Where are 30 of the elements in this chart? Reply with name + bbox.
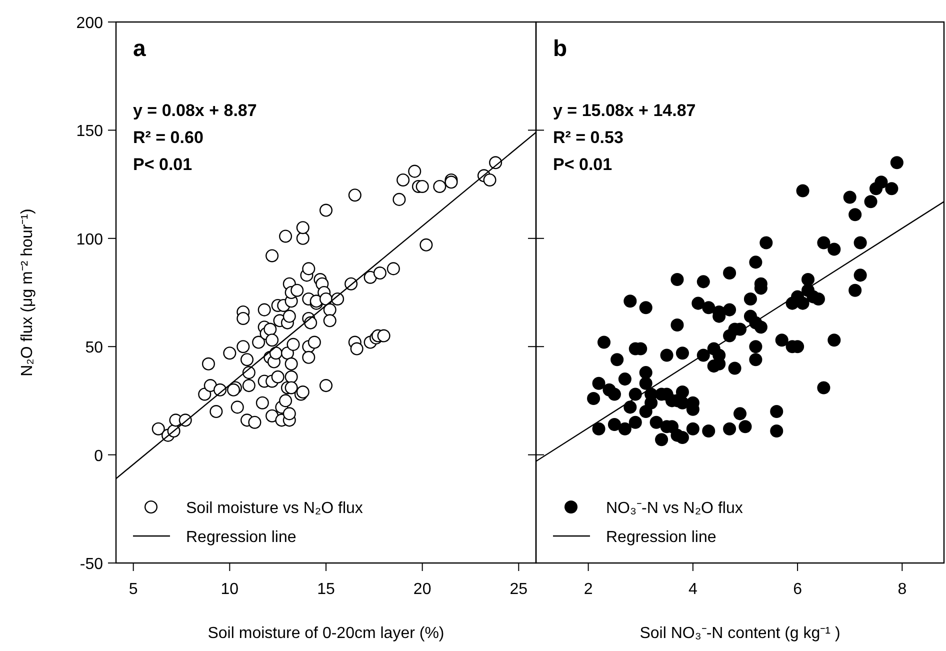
- annotation: P< 0.01: [553, 155, 612, 174]
- x-tick-label: 2: [584, 581, 593, 598]
- annotation: P< 0.01: [133, 155, 192, 174]
- annotation: y = 0.08x + 8.87: [133, 101, 257, 120]
- y-axis-title: N₂O flux (μg m⁻² hour⁻¹): [19, 208, 36, 376]
- legend-label: NO₃⁻-N vs N₂O flux: [606, 500, 743, 517]
- y-tick-label: 200: [76, 15, 104, 32]
- y-tick-label: 50: [85, 340, 104, 357]
- y-tick-label: -50: [80, 556, 104, 573]
- annotation: R² = 0.60: [133, 128, 204, 147]
- x-tick-label: 25: [510, 581, 528, 598]
- x-tick-label: 4: [688, 581, 698, 598]
- y-tick-label: 150: [76, 123, 104, 140]
- legend-label: Soil moisture vs N₂O flux: [186, 500, 363, 517]
- x-tick-label: 20: [413, 581, 432, 598]
- x-tick-label: 5: [128, 581, 138, 598]
- y-tick-label: 100: [76, 231, 104, 248]
- annotation: y = 15.08x + 14.87: [553, 101, 696, 120]
- legend-label: Regression line: [186, 529, 296, 546]
- x-tick-label: 8: [898, 581, 907, 598]
- x-axis-title: Soil NO₃⁻-N content (g kg⁻¹ ): [640, 625, 840, 642]
- legend-label: Regression line: [606, 529, 716, 546]
- x-tick-label: 6: [793, 581, 802, 598]
- x-tick-label: 15: [317, 581, 335, 598]
- annotation: R² = 0.53: [553, 128, 624, 147]
- x-tick-label: 10: [220, 581, 239, 598]
- x-axis-title: Soil moisture of 0-20cm layer (%): [208, 625, 444, 642]
- y-tick-label: 0: [94, 448, 104, 465]
- text: a: [133, 35, 146, 61]
- text: b: [553, 35, 568, 61]
